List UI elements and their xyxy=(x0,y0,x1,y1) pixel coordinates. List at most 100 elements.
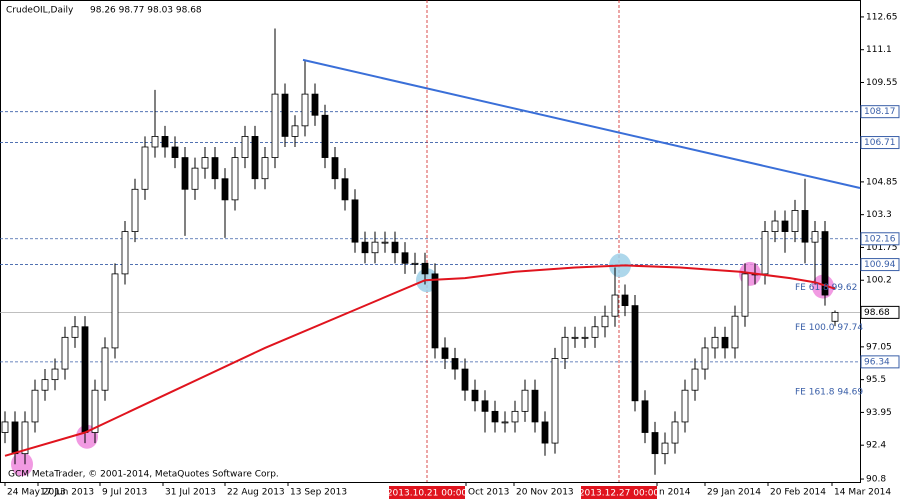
candle-body xyxy=(721,336,729,349)
y-tick-label: 97.05 xyxy=(866,342,892,352)
candle-body xyxy=(31,389,39,423)
candle-body xyxy=(291,125,299,137)
candle-body xyxy=(701,347,709,370)
x-tick-label: Oct 2013 xyxy=(468,488,509,498)
candle-body xyxy=(591,326,599,338)
fib-label: FE 161.8 94.69 xyxy=(795,387,863,397)
candle-body xyxy=(21,421,29,455)
level-label-box xyxy=(860,105,900,119)
level-label-box xyxy=(860,355,900,369)
candle-body xyxy=(451,358,459,370)
y-tick-label: 112.65 xyxy=(866,12,898,22)
candle-body xyxy=(341,178,349,201)
candle-body xyxy=(221,178,229,201)
candle-body xyxy=(71,326,79,338)
candle-body xyxy=(301,93,309,127)
candle-body xyxy=(741,273,749,317)
candle-body xyxy=(401,252,409,264)
candle-body xyxy=(651,432,659,455)
level-label-box xyxy=(860,232,900,246)
level-label: 108.17 xyxy=(864,107,896,117)
candle-body xyxy=(611,294,619,317)
y-tick-label: 93.95 xyxy=(866,408,892,418)
candle-body xyxy=(831,311,839,322)
candle-body xyxy=(691,368,699,391)
y-tick-label: 95.5 xyxy=(866,375,886,385)
current-price-box xyxy=(860,305,900,319)
candle-body xyxy=(601,315,609,328)
level-label-box xyxy=(860,136,900,150)
candle-body xyxy=(521,389,529,412)
candle-body xyxy=(141,146,149,190)
y-tick-label: 101.75 xyxy=(866,243,898,253)
candle-body xyxy=(481,400,489,412)
candle-body xyxy=(231,157,239,201)
candle-body xyxy=(1,421,9,433)
candle-body xyxy=(51,368,59,381)
fib-label: FE 61.8 99.62 xyxy=(795,283,857,293)
candle-body xyxy=(111,273,119,349)
candle-body xyxy=(531,389,539,423)
candle-body xyxy=(811,231,819,243)
candle-body xyxy=(331,157,339,180)
candle-body xyxy=(211,157,219,180)
x-tick-label: 9 Jul 2013 xyxy=(102,488,147,498)
candle-body xyxy=(61,336,69,370)
y-tick-label: 104.85 xyxy=(866,177,898,187)
candle-body xyxy=(171,146,179,158)
candle-body xyxy=(511,410,519,423)
candle-body xyxy=(101,347,109,391)
candle-body xyxy=(351,199,359,243)
candle-body xyxy=(491,410,499,423)
candle-body xyxy=(661,442,669,455)
x-tick-label: 13 Sep 2013 xyxy=(290,488,347,498)
candle-body xyxy=(731,315,739,349)
current-price-label: 98.68 xyxy=(864,308,890,318)
candle-body xyxy=(201,157,209,169)
plot xyxy=(0,0,861,482)
candle-body xyxy=(241,136,249,158)
fib-label: FE 100.0 97.74 xyxy=(795,323,863,333)
y-tick-label: 103.3 xyxy=(866,210,892,220)
candle-body xyxy=(771,220,779,232)
candle-body xyxy=(381,241,389,244)
candle-body xyxy=(361,241,369,254)
candle-body xyxy=(311,93,319,116)
candle-body xyxy=(151,136,159,148)
candle-body xyxy=(471,389,479,402)
ohlc-header: 98.26 98.77 98.03 98.68 xyxy=(90,6,202,16)
candle-body xyxy=(131,188,139,232)
y-tick-label: 109.55 xyxy=(866,78,898,88)
level-label: 102.16 xyxy=(864,234,896,244)
candle-body xyxy=(641,400,649,433)
candle-body xyxy=(91,389,99,433)
footer: GCM MetaTrader, © 2001-2014, MetaQuotes … xyxy=(8,470,279,480)
x-tick-label: 20 Nov 2013 xyxy=(516,488,574,498)
candle-body xyxy=(441,347,449,359)
x-tick-label: 24 May 2013 xyxy=(7,488,66,498)
level-label: 106.71 xyxy=(864,138,896,148)
candle-body xyxy=(161,136,169,148)
candle-body xyxy=(251,136,259,180)
candle-body xyxy=(671,421,679,444)
candle-body xyxy=(821,231,829,296)
y-tick-label: 100.2 xyxy=(866,276,892,286)
candle-body xyxy=(551,358,559,444)
candle-body xyxy=(561,336,569,359)
y-tick-label: 92.4 xyxy=(866,441,886,451)
chart-title: CrudeOIL,Daily xyxy=(6,6,74,16)
candle-body xyxy=(681,389,689,423)
candle-body xyxy=(431,273,439,349)
level-label: 96.34 xyxy=(864,357,890,367)
x-tick-label: n 2014 xyxy=(659,488,691,498)
vertical-label: 2013.10.21 00:00 xyxy=(387,489,468,499)
candle-body xyxy=(421,262,429,275)
candle-body xyxy=(371,241,379,254)
y-tick-label: 111.1 xyxy=(866,45,892,55)
x-tick-label: 31 Jul 2013 xyxy=(165,488,216,498)
x-tick-label: 17 Jun 2013 xyxy=(40,488,94,498)
candle-body xyxy=(711,336,719,349)
candle-body xyxy=(541,421,549,444)
candle-body xyxy=(271,93,279,158)
